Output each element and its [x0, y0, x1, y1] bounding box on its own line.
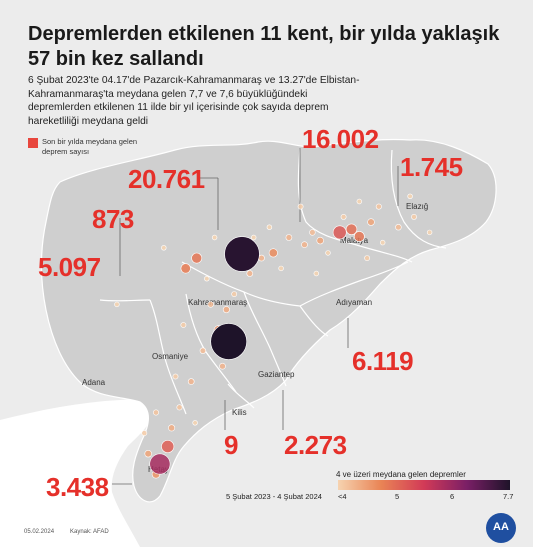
- scale-tick-7-7: 7.7: [503, 492, 514, 501]
- count-kahramanmaras: 20.761: [128, 164, 205, 194]
- quake-marker: [210, 323, 247, 360]
- quake-marker: [180, 322, 187, 328]
- quake-marker: [340, 213, 347, 220]
- quake-marker: [219, 362, 226, 370]
- scale-date-range: 5 Şubat 2023 - 4 Şubat 2024: [226, 492, 322, 501]
- quake-marker: [313, 270, 319, 277]
- aa-logo-icon: AA: [486, 513, 516, 543]
- count-gaziantep: 2.273: [284, 430, 347, 460]
- quake-marker: [246, 270, 254, 277]
- count-hatay: 3.438: [46, 472, 109, 502]
- footer-source: Kaynak: AFAD: [70, 529, 109, 535]
- quake-marker: [353, 231, 365, 242]
- city-label-osmaniye: Osmaniye: [152, 352, 189, 361]
- quake-marker: [325, 250, 331, 256]
- count-kilis: 9: [224, 430, 238, 460]
- city-label-gaziantep: Gaziantep: [258, 370, 295, 379]
- quake-marker: [309, 229, 316, 236]
- quake-marker: [180, 263, 191, 274]
- scale-tick-5: 5: [395, 492, 400, 501]
- city-label-kahramanmaras: Kahramanmaraş: [188, 298, 248, 307]
- quake-marker: [222, 306, 230, 314]
- footer-date: 05.02.2024: [24, 529, 55, 535]
- quake-marker: [297, 203, 304, 210]
- quake-marker: [149, 453, 171, 475]
- quake-marker: [278, 265, 284, 272]
- quake-marker: [161, 439, 175, 453]
- quake-marker: [191, 252, 203, 264]
- quake-marker: [207, 301, 214, 308]
- aa-logo-text: AA: [493, 521, 509, 533]
- city-label-malatya: Malatya: [340, 236, 369, 245]
- page-title: Depremlerden etkilenen 11 kent, bir yıld…: [28, 23, 500, 70]
- count-adiyaman: 6.119: [352, 346, 414, 376]
- count-adana: 5.097: [38, 252, 101, 282]
- city-label-adiyaman: Adıyaman: [336, 298, 373, 307]
- quake-marker: [367, 218, 375, 226]
- quake-marker: [141, 430, 148, 436]
- count-elazig: 1.745: [400, 152, 463, 182]
- quake-marker: [364, 255, 370, 261]
- quake-marker: [332, 225, 347, 240]
- quake-marker: [285, 234, 293, 241]
- quake-marker: [266, 224, 273, 230]
- count-malatya: 16.002: [302, 124, 379, 154]
- quake-marker: [144, 450, 152, 458]
- quake-marker: [114, 301, 120, 308]
- quake-marker: [301, 241, 308, 248]
- quake-marker: [251, 234, 257, 241]
- quake-marker: [161, 245, 167, 251]
- quake-marker: [345, 223, 358, 236]
- quake-marker: [199, 347, 207, 354]
- quake-marker: [224, 236, 260, 272]
- count-osmaniye: 873: [92, 204, 134, 234]
- quake-marker: [211, 234, 218, 241]
- quake-marker: [356, 198, 362, 205]
- quake-marker: [411, 213, 417, 220]
- legend-swatch: [28, 138, 38, 148]
- page-subtitle: 6 Şubat 2023'te 04.17'de Pazarcık-Kahram…: [28, 75, 360, 127]
- quake-marker: [407, 193, 413, 200]
- scale-tick-4: <4: [338, 492, 347, 501]
- quake-marker: [380, 239, 386, 246]
- province-borders: [99, 147, 447, 415]
- quake-marker: [395, 224, 402, 231]
- city-label-elazig: Elazığ: [406, 202, 429, 211]
- city-label-adana: Adana: [82, 378, 106, 387]
- quake-marker: [426, 229, 433, 236]
- quake-marker: [187, 378, 195, 385]
- quake-marker: [176, 404, 183, 411]
- quake-marker: [268, 248, 278, 258]
- city-label-kilis: Kilis: [232, 408, 247, 417]
- scale-title: 4 ve üzeri meydana gelen depremler: [336, 470, 466, 479]
- scale-tick-6: 6: [450, 492, 455, 501]
- mediterranean-sea: [0, 399, 152, 547]
- quake-marker: [168, 424, 176, 432]
- quake-marker: [375, 203, 382, 210]
- quake-marker: [204, 276, 210, 282]
- quake-marker: [153, 409, 160, 416]
- magnitude-scale-bar: [338, 480, 510, 490]
- quake-marker: [316, 236, 324, 245]
- quake-marker: [192, 420, 198, 426]
- legend-label: Son bir yılda meydana gelen deprem sayıs…: [42, 137, 138, 156]
- quake-marker: [172, 373, 179, 380]
- quake-marker: [231, 291, 238, 297]
